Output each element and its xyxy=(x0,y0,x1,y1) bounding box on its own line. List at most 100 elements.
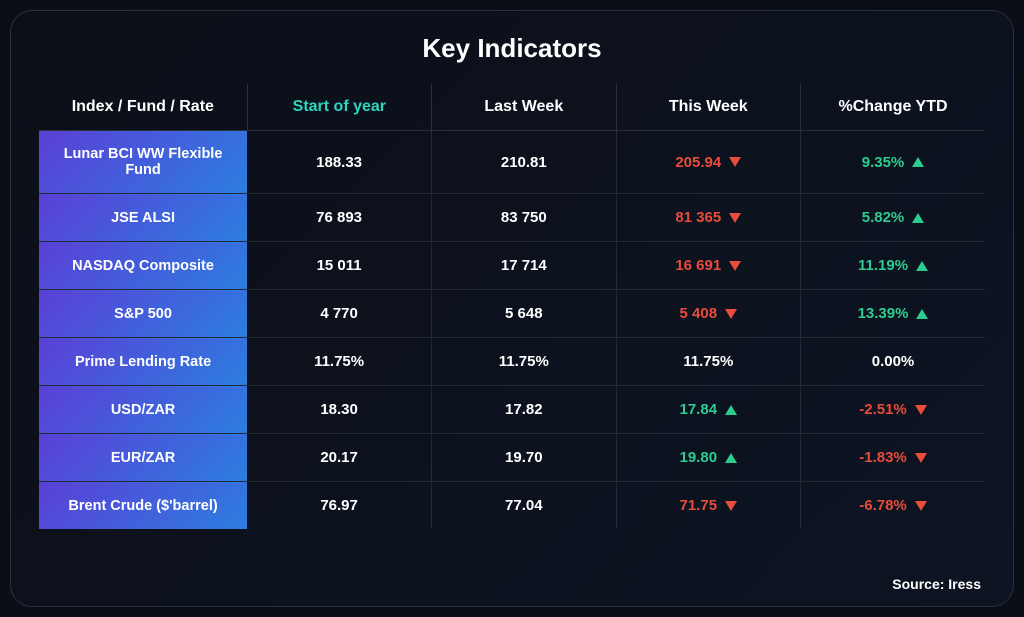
arrow-down-icon xyxy=(725,501,737,511)
value-down: -2.51% xyxy=(859,401,927,418)
row-name: USD/ZAR xyxy=(39,386,247,434)
cell-thisweek: 5 408 xyxy=(616,290,800,338)
cell-thisweek: 11.75% xyxy=(616,338,800,386)
cell-start: 18.30 xyxy=(247,386,431,434)
cell-value: 71.75 xyxy=(680,497,718,514)
row-name: Lunar BCI WW Flexible Fund xyxy=(39,131,247,194)
row-name: EUR/ZAR xyxy=(39,434,247,482)
cell-value: 205.94 xyxy=(675,154,721,171)
cell-ytd: -1.83% xyxy=(801,434,985,482)
arrow-up-icon xyxy=(725,453,737,463)
value-up: 9.35% xyxy=(862,154,925,171)
cell-start: 20.17 xyxy=(247,434,431,482)
cell-thisweek: 16 691 xyxy=(616,242,800,290)
value-up: 17.84 xyxy=(680,401,738,418)
value-up: 19.80 xyxy=(680,449,738,466)
cell-value: 9.35% xyxy=(862,154,905,171)
table-header-row: Index / Fund / Rate Start of year Last W… xyxy=(39,84,985,131)
table-body: Lunar BCI WW Flexible Fund188.33210.81 20… xyxy=(39,131,985,530)
arrow-down-icon xyxy=(915,501,927,511)
cell-value: -2.51% xyxy=(859,401,907,418)
value-down: -1.83% xyxy=(859,449,927,466)
cell-value: 5.82% xyxy=(862,209,905,226)
card-title: Key Indicators xyxy=(39,33,985,64)
table-row: S&P 5004 7705 648 5 408 13.39% xyxy=(39,290,985,338)
cell-ytd: -2.51% xyxy=(801,386,985,434)
arrow-up-icon xyxy=(916,309,928,319)
arrow-down-icon xyxy=(725,309,737,319)
cell-value: -1.83% xyxy=(859,449,907,466)
cell-thisweek: 19.80 xyxy=(616,434,800,482)
cell-ytd: 13.39% xyxy=(801,290,985,338)
cell-thisweek: 205.94 xyxy=(616,131,800,194)
table-row: JSE ALSI76 89383 750 81 365 5.82% xyxy=(39,194,985,242)
cell-lastweek: 5 648 xyxy=(432,290,616,338)
cell-value: 17.84 xyxy=(680,401,718,418)
cell-ytd: 11.19% xyxy=(801,242,985,290)
arrow-down-icon xyxy=(729,213,741,223)
indicators-table: Index / Fund / Rate Start of year Last W… xyxy=(39,84,985,529)
value-down: 5 408 xyxy=(680,305,738,322)
cell-value: 81 365 xyxy=(675,209,721,226)
value-neutral: 11.75% xyxy=(683,353,733,370)
cell-ytd: -6.78% xyxy=(801,482,985,530)
cell-value: 19.80 xyxy=(680,449,718,466)
row-name: S&P 500 xyxy=(39,290,247,338)
cell-lastweek: 11.75% xyxy=(432,338,616,386)
cell-lastweek: 19.70 xyxy=(432,434,616,482)
table-row: EUR/ZAR20.1719.70 19.80 -1.83% xyxy=(39,434,985,482)
arrow-up-icon xyxy=(912,213,924,223)
value-down: 16 691 xyxy=(675,257,741,274)
cell-ytd: 0.00% xyxy=(801,338,985,386)
col-header-start: Start of year xyxy=(247,84,431,131)
row-name: JSE ALSI xyxy=(39,194,247,242)
table-row: Prime Lending Rate11.75%11.75%11.75%0.00… xyxy=(39,338,985,386)
value-down: 71.75 xyxy=(680,497,738,514)
cell-start: 188.33 xyxy=(247,131,431,194)
cell-ytd: 9.35% xyxy=(801,131,985,194)
arrow-up-icon xyxy=(912,157,924,167)
arrow-down-icon xyxy=(729,157,741,167)
arrow-up-icon xyxy=(916,261,928,271)
cell-thisweek: 71.75 xyxy=(616,482,800,530)
value-up: 11.19% xyxy=(858,257,928,274)
arrow-down-icon xyxy=(729,261,741,271)
source-label: Source: Iress xyxy=(892,576,981,592)
cell-start: 4 770 xyxy=(247,290,431,338)
cell-value: 13.39% xyxy=(858,305,909,322)
cell-lastweek: 210.81 xyxy=(432,131,616,194)
value-neutral: 0.00% xyxy=(872,353,915,370)
cell-start: 76.97 xyxy=(247,482,431,530)
cell-thisweek: 17.84 xyxy=(616,386,800,434)
row-name: Brent Crude ($'barrel) xyxy=(39,482,247,530)
indicators-card: Key Indicators Index / Fund / Rate Start… xyxy=(10,10,1014,607)
col-header-ytd: %Change YTD xyxy=(801,84,985,131)
cell-lastweek: 77.04 xyxy=(432,482,616,530)
cell-lastweek: 17 714 xyxy=(432,242,616,290)
value-up: 13.39% xyxy=(858,305,929,322)
col-header-lastweek: Last Week xyxy=(432,84,616,131)
cell-thisweek: 81 365 xyxy=(616,194,800,242)
arrow-down-icon xyxy=(915,453,927,463)
table-row: USD/ZAR18.3017.82 17.84 -2.51% xyxy=(39,386,985,434)
cell-start: 11.75% xyxy=(247,338,431,386)
row-name: NASDAQ Composite xyxy=(39,242,247,290)
cell-value: 5 408 xyxy=(680,305,718,322)
arrow-up-icon xyxy=(725,405,737,415)
cell-value: -6.78% xyxy=(859,497,907,514)
value-down: 81 365 xyxy=(675,209,741,226)
cell-value: 11.19% xyxy=(858,257,908,274)
row-name: Prime Lending Rate xyxy=(39,338,247,386)
value-down: -6.78% xyxy=(859,497,927,514)
table-row: NASDAQ Composite15 01117 71416 69111.19% xyxy=(39,242,985,290)
cell-lastweek: 83 750 xyxy=(432,194,616,242)
table-row: Lunar BCI WW Flexible Fund188.33210.81 20… xyxy=(39,131,985,194)
col-header-name: Index / Fund / Rate xyxy=(39,84,247,131)
cell-lastweek: 17.82 xyxy=(432,386,616,434)
col-header-thisweek: This Week xyxy=(616,84,800,131)
value-down: 205.94 xyxy=(675,154,741,171)
cell-start: 76 893 xyxy=(247,194,431,242)
cell-ytd: 5.82% xyxy=(801,194,985,242)
table-row: Brent Crude ($'barrel)76.9777.04 71.75 -6.… xyxy=(39,482,985,530)
value-up: 5.82% xyxy=(862,209,925,226)
